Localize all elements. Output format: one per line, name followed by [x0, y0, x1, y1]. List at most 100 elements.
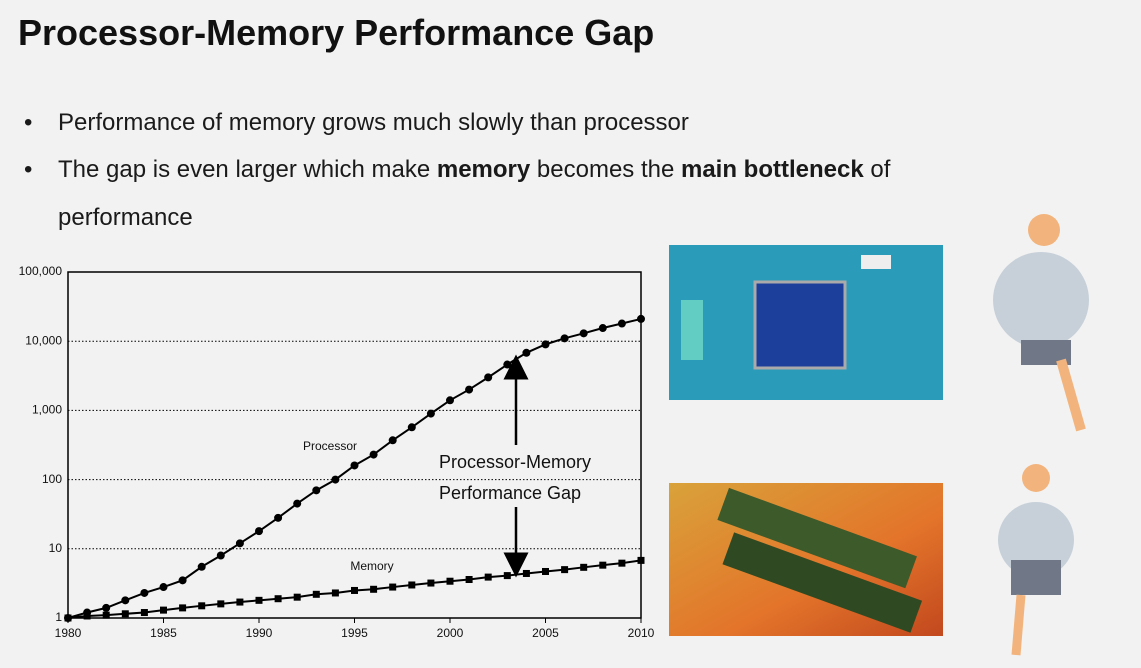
y-tick-label: 1: [55, 610, 62, 624]
point: [408, 581, 416, 589]
figure-head: [1028, 214, 1060, 246]
bullet-text: Performance of memory grows much slowly …: [58, 109, 689, 136]
point: [179, 604, 187, 612]
point: [522, 348, 531, 357]
point: [351, 586, 358, 594]
text-run: The gap is even larger which make: [58, 156, 437, 183]
point: [121, 596, 130, 605]
point: [599, 561, 607, 569]
figure-shorts: [1011, 560, 1061, 595]
y-tick-label: 10: [49, 541, 63, 555]
point: [542, 567, 549, 575]
point: [465, 385, 474, 394]
point: [618, 559, 626, 567]
point: [407, 423, 416, 432]
text-run: becomes the: [530, 156, 681, 183]
point: [389, 583, 397, 591]
point: [446, 396, 454, 405]
point: [293, 593, 301, 601]
x-tick-label: 2000: [437, 626, 464, 640]
point: [83, 612, 91, 620]
text-run: of performance: [58, 156, 891, 231]
figure-head: [1022, 464, 1050, 492]
y-tick-label: 100,000: [19, 264, 63, 278]
point: [426, 409, 435, 418]
point: [560, 334, 569, 343]
point: [236, 598, 244, 606]
y-tick-label: 10,000: [25, 333, 62, 347]
point: [217, 600, 225, 608]
point: [561, 566, 569, 574]
annotation: Processor-Memory: [439, 452, 591, 472]
bold-run: main bottleneck: [680, 156, 864, 183]
point: [541, 340, 550, 349]
point: [465, 576, 473, 584]
component: [681, 300, 703, 360]
point: [255, 596, 263, 604]
point: [216, 551, 225, 560]
point: [312, 486, 321, 495]
point: [64, 614, 72, 622]
point: [312, 590, 320, 598]
x-tick-label: 1990: [246, 626, 273, 640]
plot-frame: [67, 271, 642, 619]
component: [861, 255, 891, 269]
point: [579, 329, 588, 338]
point: [274, 513, 283, 522]
figure-body: [993, 252, 1089, 348]
x-tick-label: 2010: [628, 626, 655, 640]
y-tick-label: 1,000: [32, 403, 62, 417]
point: [102, 603, 111, 612]
point: [598, 324, 607, 333]
point: [369, 450, 378, 459]
chip: [753, 280, 847, 370]
point: [617, 319, 626, 328]
point: [293, 499, 302, 508]
pictures: [669, 214, 1089, 656]
point: [427, 579, 435, 587]
series-label: Memory: [350, 559, 393, 573]
figure-leg: [1056, 358, 1086, 432]
point: [121, 610, 129, 618]
point: [580, 563, 588, 571]
figure-leg: [1011, 594, 1026, 656]
x-tick-label: 1985: [150, 626, 177, 640]
point: [388, 436, 397, 445]
point: [274, 595, 282, 603]
point: [331, 589, 339, 597]
point: [331, 475, 340, 484]
point: [235, 539, 244, 548]
point: [198, 602, 206, 610]
ram-sticks: [717, 487, 923, 633]
figure-body: [998, 502, 1074, 578]
bullet-dot: •: [24, 156, 33, 183]
point: [637, 314, 645, 323]
chart: Processor-Memory Performance Gap 1 10 100 1…: [19, 264, 655, 640]
annotation: Performance Gap: [439, 483, 581, 503]
bullet: • Performance of memory grows much slowl…: [24, 99, 1004, 147]
bullet-text: The gap is even larger which make memory…: [58, 146, 1004, 242]
slide-title: Processor-Memory Performance Gap: [18, 12, 655, 53]
bold-run: memory: [436, 156, 531, 183]
point: [197, 562, 206, 571]
point: [503, 360, 512, 369]
bullet-dot: •: [24, 109, 33, 136]
point: [446, 577, 454, 585]
point: [503, 572, 511, 580]
bullet: • The gap is even larger which make memo…: [24, 146, 1004, 242]
point: [255, 527, 263, 536]
x-tick-label: 1995: [341, 626, 368, 640]
point: [102, 611, 110, 619]
point: [370, 585, 378, 593]
point: [522, 569, 530, 577]
point: [178, 576, 187, 585]
series-label: Processor: [303, 439, 357, 453]
y-tick-label: 100: [42, 472, 62, 486]
point: [637, 556, 645, 564]
point: [484, 373, 493, 382]
point: [350, 461, 359, 470]
point: [140, 588, 149, 597]
point: [140, 609, 148, 617]
x-tick-label: 2005: [532, 626, 559, 640]
